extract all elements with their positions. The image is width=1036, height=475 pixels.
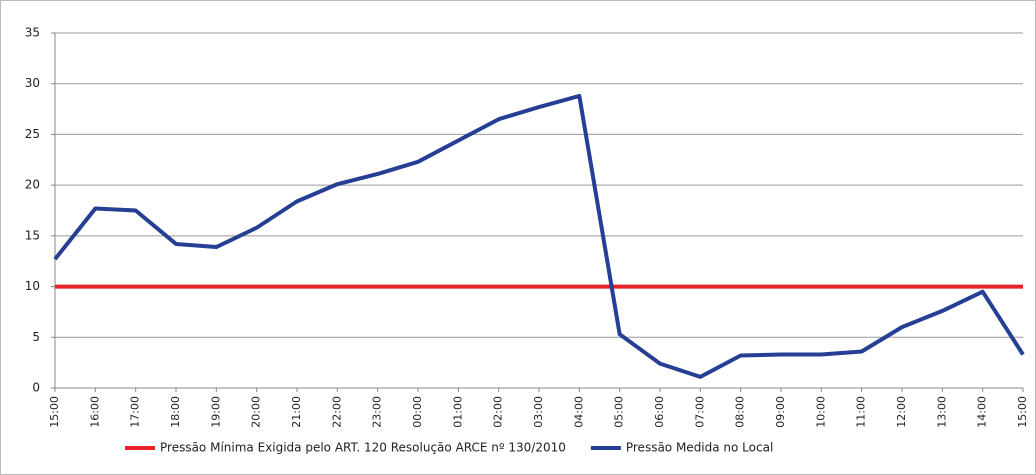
- x-tick-label: 12:00: [895, 396, 908, 428]
- x-tick-label: 10:00: [814, 396, 827, 428]
- x-tick-label: 05:00: [613, 396, 626, 428]
- x-tick-label: 08:00: [734, 396, 747, 428]
- x-tick-label: 03:00: [532, 396, 545, 428]
- x-tick-label: 21:00: [290, 396, 303, 428]
- x-tick-label: 22:00: [330, 396, 343, 428]
- y-tick-label: 0: [32, 381, 40, 395]
- x-tick-label: 19:00: [209, 396, 222, 428]
- x-tick-label: 16:00: [88, 396, 101, 428]
- x-tick-label: 07:00: [693, 396, 706, 428]
- y-tick-label: 20: [25, 178, 40, 192]
- x-tick-label: 23:00: [371, 396, 384, 428]
- legend-label: Pressão Medida no Local: [626, 441, 773, 455]
- x-tick-label: 20:00: [250, 396, 263, 428]
- x-tick-label: 02:00: [492, 396, 505, 428]
- x-tick-label: 15:00: [1016, 396, 1029, 428]
- x-tick-label: 11:00: [855, 396, 868, 428]
- x-tick-label: 01:00: [451, 396, 464, 428]
- x-tick-label: 09:00: [774, 396, 787, 428]
- y-tick-label: 35: [25, 26, 40, 40]
- x-tick-label: 14:00: [976, 396, 989, 428]
- legend-label: Pressão Mínima Exigida pelo ART. 120 Res…: [160, 441, 566, 455]
- x-tick-label: 13:00: [935, 396, 948, 428]
- y-tick-label: 5: [32, 330, 40, 344]
- y-tick-label: 10: [25, 279, 40, 293]
- x-tick-label: 17:00: [129, 396, 142, 428]
- x-tick-label: 18:00: [169, 396, 182, 428]
- y-tick-label: 25: [25, 127, 40, 141]
- y-tick-label: 30: [25, 76, 40, 90]
- series-line: [53, 93, 1025, 379]
- x-tick-label: 15:00: [48, 396, 61, 428]
- x-tick-label: 00:00: [411, 396, 424, 428]
- x-tick-label: 04:00: [572, 396, 585, 428]
- y-tick-label: 15: [25, 228, 40, 242]
- x-tick-label: 06:00: [653, 396, 666, 428]
